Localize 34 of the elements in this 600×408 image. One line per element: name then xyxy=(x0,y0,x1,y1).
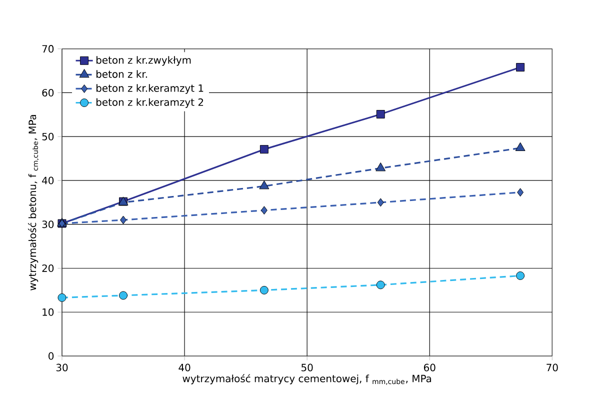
point xyxy=(516,271,525,280)
point xyxy=(260,145,268,154)
x-tick-label: 40 xyxy=(178,364,190,372)
point xyxy=(376,162,386,172)
x-tick-label: 30 xyxy=(56,364,68,372)
point xyxy=(376,280,385,290)
point xyxy=(516,63,525,72)
y-tick-label: 20 xyxy=(42,264,54,272)
point xyxy=(58,293,66,302)
point xyxy=(120,216,127,224)
point xyxy=(260,206,268,215)
legend-label: beton z kr.keramzyt 2 xyxy=(96,98,204,108)
x-axis-title: wytrzymałość matrycy cementowej, f $_{mm,cube}$, MPa xyxy=(182,374,432,385)
point xyxy=(515,142,526,151)
point xyxy=(260,286,268,294)
y-tick-label: 50 xyxy=(42,132,54,140)
x-tick-label: 70 xyxy=(546,364,558,372)
y-tick-label: 40 xyxy=(42,176,54,184)
y-tick-label: 60 xyxy=(42,88,54,96)
x-tick-label: 60 xyxy=(424,364,436,372)
point xyxy=(119,291,128,300)
y-tick-label: 30 xyxy=(42,220,54,228)
legend-label: beton z kr.keramzyt 1 xyxy=(96,84,204,94)
y-axis-title: wytrzymałość betonu, f $_{cm,cube}$, MPa xyxy=(28,114,39,290)
y-tick-label: 10 xyxy=(42,308,54,316)
y-tick-label: 0 xyxy=(48,352,54,360)
y-tick-label: 70 xyxy=(42,45,54,53)
legend-label: beton z kr.zwykłym xyxy=(96,56,191,66)
point xyxy=(259,180,270,190)
x-tick-label: 50 xyxy=(302,364,313,372)
point xyxy=(377,198,384,207)
point xyxy=(517,188,524,197)
legend-label: beton z kr. xyxy=(96,70,147,78)
point xyxy=(376,110,385,118)
